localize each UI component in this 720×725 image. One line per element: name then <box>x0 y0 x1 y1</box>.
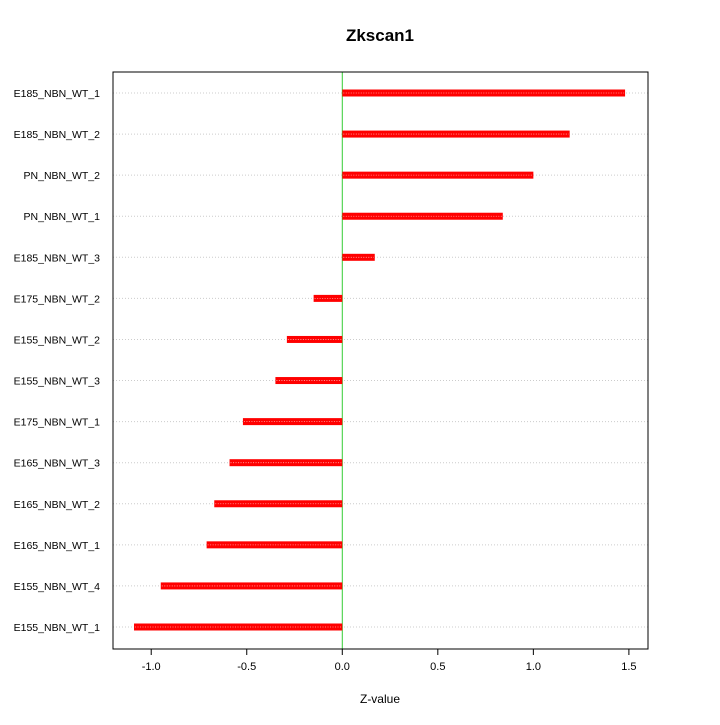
x-tick-label: 0.0 <box>335 661 350 673</box>
bar <box>342 212 503 220</box>
bar <box>286 335 343 343</box>
bar <box>275 377 343 385</box>
category-label: PN_NBN_WT_2 <box>24 170 101 182</box>
x-tick-label: -0.5 <box>237 661 256 673</box>
category-label: E155_NBN_WT_3 <box>14 376 101 388</box>
x-tick-label: 1.5 <box>621 661 636 673</box>
bar-layer <box>134 89 626 631</box>
category-label: E155_NBN_WT_4 <box>14 581 101 593</box>
category-label: E185_NBN_WT_1 <box>14 88 101 100</box>
category-label: E165_NBN_WT_2 <box>14 499 101 511</box>
category-label: E165_NBN_WT_1 <box>14 540 101 552</box>
category-label-layer: E185_NBN_WT_1 E185_NBN_WT_2 PN_NBN_WT_2 PN_… <box>14 88 101 634</box>
bar <box>206 541 343 549</box>
category-label: E175_NBN_WT_2 <box>14 293 101 305</box>
chart-title: Zkscan1 <box>346 26 414 45</box>
category-label: E185_NBN_WT_2 <box>14 129 101 141</box>
bar <box>242 418 343 426</box>
x-tick-label: 0.5 <box>430 661 445 673</box>
bar <box>342 171 534 179</box>
category-label: E155_NBN_WT_2 <box>14 334 101 346</box>
category-label: E185_NBN_WT_3 <box>14 252 101 264</box>
category-label: E175_NBN_WT_1 <box>14 417 101 429</box>
x-tick-label: 1.0 <box>526 661 541 673</box>
x-axis-label: Z-value <box>360 692 400 706</box>
category-label: E165_NBN_WT_3 <box>14 458 101 470</box>
bar <box>160 582 343 590</box>
plot-frame <box>112 71 649 650</box>
x-axis: -1.0 -0.5 0.0 0.5 1.0 1.5 <box>142 649 637 673</box>
x-tick-label: -1.0 <box>142 661 161 673</box>
category-label: PN_NBN_WT_1 <box>24 211 101 223</box>
category-label: E155_NBN_WT_1 <box>14 622 101 634</box>
